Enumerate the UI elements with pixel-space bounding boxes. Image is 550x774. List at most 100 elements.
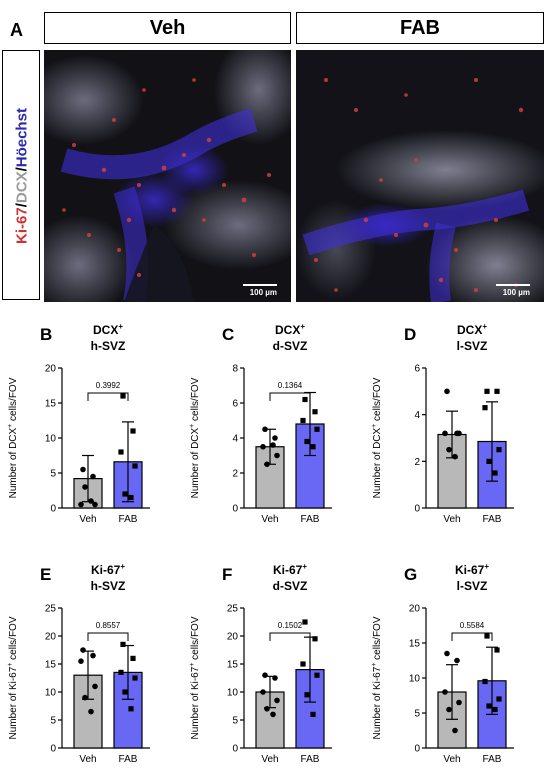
chart-ki67-h-svz: E Ki-67 + h-SVZ Number of Ki-67+ cells/FOV 0 5… xyxy=(7,562,150,765)
data-point-veh xyxy=(274,452,280,459)
data-point-veh xyxy=(274,697,280,704)
y-tick-label: 4 xyxy=(414,410,420,421)
chart-title-sup: + xyxy=(302,562,307,571)
y-tick-label: 25 xyxy=(227,604,239,615)
stain-label-part: Ki-67 xyxy=(13,207,31,244)
data-point-veh xyxy=(92,501,98,508)
data-point-fab xyxy=(492,470,498,476)
chart-subtitle: l-SVZ xyxy=(457,579,488,593)
y-tick-label: 0 xyxy=(414,504,420,515)
data-point-veh xyxy=(90,473,96,480)
x-tick-label: Veh xyxy=(443,514,460,525)
data-point-fab xyxy=(496,696,502,702)
data-point-veh xyxy=(272,675,278,681)
y-axis-label-main: Number of Ki-67 xyxy=(8,666,19,739)
data-point-fab xyxy=(128,706,134,712)
y-tick-label: 10 xyxy=(45,434,57,445)
x-tick-label: FAB xyxy=(301,514,320,525)
p-value-label: 0.5584 xyxy=(460,621,485,630)
header-veh: Veh xyxy=(44,12,291,44)
x-tick-label: FAB xyxy=(119,514,138,525)
y-axis-label-end: cells/FOV xyxy=(8,377,19,423)
y-tick-label: 6 xyxy=(232,399,238,410)
panel-letter: F xyxy=(222,565,232,584)
y-tick-label: 8 xyxy=(232,364,238,375)
y-axis-label-main: Number of DCX xyxy=(8,427,19,498)
x-tick-label: Veh xyxy=(79,754,96,765)
y-tick-label: 0 xyxy=(232,504,238,515)
chart-title: DCX+ xyxy=(275,322,305,337)
y-tick-label: 0 xyxy=(414,744,420,755)
data-point-fab xyxy=(314,426,320,432)
data-point-veh xyxy=(264,461,270,468)
data-point-veh xyxy=(452,453,458,460)
y-tick-label: 6 xyxy=(414,364,420,375)
chart-title: Ki-67+ xyxy=(455,562,489,577)
y-axis-label-end: cells/FOV xyxy=(8,616,19,662)
panel-letter: C xyxy=(222,325,234,344)
y-tick-label: 20 xyxy=(45,632,57,643)
p-value-label: 0.1502 xyxy=(278,621,303,630)
y-axis-label: Number of Ki-67+ cells/FOV xyxy=(189,616,201,739)
panel-letter: E xyxy=(40,565,51,584)
data-point-veh xyxy=(452,727,458,734)
data-point-fab xyxy=(310,444,316,450)
y-tick-label: 20 xyxy=(45,364,57,375)
data-point-veh xyxy=(260,689,266,695)
y-axis-label-main: Number of DCX xyxy=(372,427,383,498)
y-tick-label: 2 xyxy=(232,469,238,480)
data-point-veh xyxy=(446,706,452,713)
y-tick-label: 5 xyxy=(50,716,56,727)
y-axis-label-sup: + xyxy=(7,424,14,428)
y-tick-label: 4 xyxy=(232,434,238,445)
y-axis-label-end: cells/FOV xyxy=(190,616,201,662)
data-point-veh xyxy=(92,683,98,690)
data-point-fab xyxy=(486,703,492,709)
x-tick-label: FAB xyxy=(119,754,138,765)
chart-subtitle: h-SVZ xyxy=(91,579,126,593)
y-tick-label: 0 xyxy=(50,744,56,755)
data-point-fab xyxy=(120,393,126,399)
y-axis-label-main: Number of Ki-67 xyxy=(190,666,201,739)
stain-label-part: DCX xyxy=(13,171,31,204)
significance-bracket xyxy=(87,392,129,401)
data-point-veh xyxy=(88,498,94,504)
data-point-veh xyxy=(454,657,460,664)
data-point-fab xyxy=(304,438,310,445)
chart-title-main: DCX xyxy=(457,323,482,337)
y-axis-label-main: Number of DCX xyxy=(190,427,201,498)
y-axis-label-sup: + xyxy=(7,663,14,667)
chart-title-sup: + xyxy=(482,322,487,331)
panel-letter: D xyxy=(404,325,416,344)
chart-title-main: Ki-67 xyxy=(455,563,485,577)
data-point-fab xyxy=(300,661,306,667)
data-point-fab xyxy=(486,458,492,464)
data-point-veh xyxy=(270,442,276,448)
data-point-veh xyxy=(262,672,268,678)
chart-title-main: Ki-67 xyxy=(91,563,121,577)
data-point-fab xyxy=(484,633,490,639)
header-fab: FAB xyxy=(296,12,544,44)
panel-letter-a: A xyxy=(10,20,23,40)
y-axis-label: Number of Ki-67+ cells/FOV xyxy=(7,616,19,739)
y-tick-label: 20 xyxy=(409,604,421,615)
stain-label-box: Ki-67/DCX/Höechst xyxy=(2,50,40,300)
y-tick-label: 0 xyxy=(50,504,56,515)
data-point-veh xyxy=(442,430,448,437)
data-point-fab xyxy=(484,388,490,394)
data-point-fab xyxy=(122,491,128,497)
y-axis-label: Number of Ki-67+ cells/FOV xyxy=(371,616,383,739)
data-point-veh xyxy=(260,443,266,450)
panel-letter: G xyxy=(404,565,417,584)
data-point-fab xyxy=(118,669,124,675)
chart-subtitle: l-SVZ xyxy=(457,339,488,353)
y-tick-label: 15 xyxy=(45,660,57,671)
chart-title-main: Ki-67 xyxy=(273,563,303,577)
data-point-veh xyxy=(78,658,84,664)
data-point-fab xyxy=(302,619,308,625)
y-axis-label-end: cells/FOV xyxy=(372,377,383,423)
y-axis-label: Number of DCX+ cells/FOV xyxy=(7,377,19,498)
x-tick-label: Veh xyxy=(443,754,460,765)
y-tick-label: 5 xyxy=(50,469,56,480)
